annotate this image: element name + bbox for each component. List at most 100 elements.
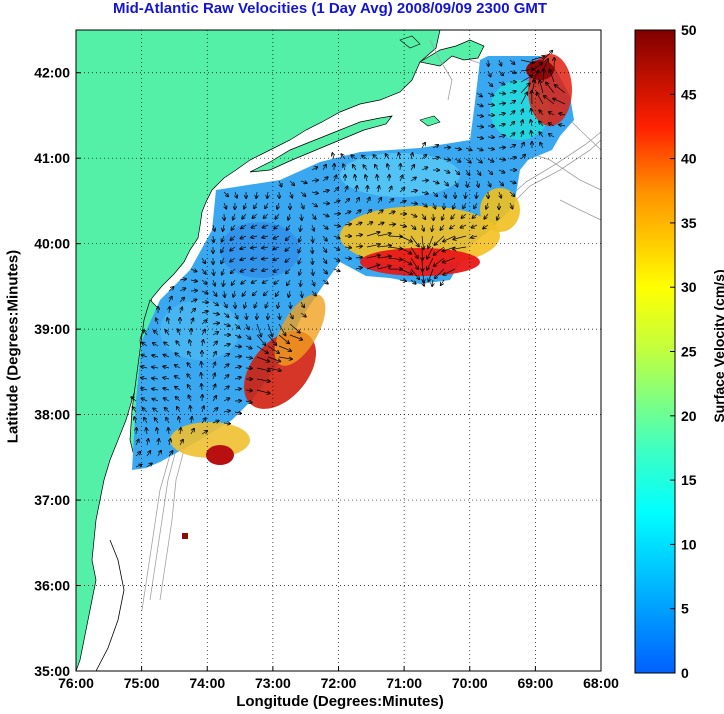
- velocity-arrow: [410, 224, 415, 229]
- velocity-arrow: [252, 225, 258, 228]
- velocity-arrow: [311, 213, 316, 219]
- velocity-arrow: [520, 59, 534, 63]
- velocity-arrow: [223, 312, 229, 317]
- velocity-arrow: [366, 255, 380, 259]
- velocity-arrow: [230, 257, 236, 262]
- velocity-arrow: [311, 180, 318, 181]
- velocity-arrow: [355, 267, 362, 269]
- velocity-arrow: [461, 225, 467, 228]
- velocity-arrow: [235, 191, 237, 198]
- velocity-arrow: [483, 224, 489, 229]
- velocity-arrow: [421, 155, 426, 160]
- velocity-arrow: [201, 362, 202, 369]
- velocity-arrow: [146, 451, 150, 457]
- x-tick-label: 75:00: [124, 675, 160, 691]
- velocity-arrow: [300, 301, 304, 307]
- velocity-arrow: [288, 213, 290, 220]
- velocity-arrow: [213, 235, 214, 242]
- speed-patch: [182, 533, 188, 539]
- velocity-arrow: [509, 111, 515, 116]
- velocity-arrow: [240, 258, 247, 260]
- velocity-arrow: [300, 181, 307, 183]
- velocity-arrow: [399, 268, 412, 274]
- velocity-arrow: [353, 165, 357, 171]
- velocity-arrow: [520, 76, 532, 83]
- velocity-arrow: [141, 378, 148, 379]
- velocity-arrow: [212, 342, 217, 347]
- velocity-arrow: [245, 334, 250, 339]
- velocity-arrow: [223, 344, 230, 346]
- velocity-arrow: [288, 290, 290, 297]
- velocity-arrow: [454, 169, 459, 174]
- velocity-arrow: [274, 279, 280, 284]
- velocity-arrow: [179, 417, 180, 424]
- velocity-arrow: [157, 451, 161, 457]
- velocity-arrow: [375, 165, 379, 171]
- y-tick-label: 36:00: [34, 578, 70, 594]
- velocity-arrow: [333, 247, 339, 250]
- velocity-arrow: [474, 202, 477, 208]
- velocity-arrow: [234, 335, 240, 337]
- land-long-island: [249, 115, 393, 173]
- velocity-arrow: [191, 417, 192, 424]
- x-tick-label: 76:00: [58, 675, 94, 691]
- velocity-arrow: [156, 318, 158, 325]
- velocity-arrow: [432, 279, 433, 286]
- velocity-arrow: [543, 69, 544, 83]
- colorbar-tick-label: 25: [681, 344, 697, 360]
- velocity-arrow: [484, 213, 489, 219]
- land-island-north: [399, 35, 421, 49]
- velocity-arrow: [232, 279, 236, 285]
- velocity-arrow: [212, 313, 219, 314]
- velocity-arrow: [388, 247, 402, 249]
- velocity-arrow: [312, 224, 314, 231]
- velocity-arrow: [142, 408, 148, 413]
- velocity-arrow: [559, 113, 566, 115]
- colorbar-tick-label: 0: [681, 665, 689, 681]
- velocity-arrow: [539, 121, 544, 127]
- land-marthas-vineyard: [419, 115, 441, 127]
- velocity-arrow: [540, 80, 544, 94]
- velocity-arrow: [188, 385, 192, 391]
- velocity-arrow: [231, 235, 236, 240]
- y-tick-label: 35:00: [34, 663, 70, 679]
- velocity-arrow: [252, 280, 258, 283]
- velocity-arrow: [180, 428, 181, 435]
- velocity-arrow: [429, 268, 434, 281]
- velocity-arrow: [487, 81, 492, 86]
- velocity-arrow: [286, 235, 291, 240]
- velocity-arrow: [509, 59, 514, 64]
- x-tick-label: 71:00: [386, 675, 422, 691]
- velocity-arrow: [498, 93, 505, 94]
- velocity-arrow: [487, 169, 492, 174]
- speed-patch: [360, 248, 480, 276]
- velocity-arrow: [153, 408, 159, 413]
- velocity-arrow: [267, 191, 268, 198]
- velocity-arrow: [520, 69, 534, 71]
- velocity-arrow: [175, 387, 181, 391]
- velocity-arrow: [241, 279, 247, 284]
- y-tick-label: 40:00: [34, 236, 70, 252]
- velocity-arrow: [550, 70, 555, 83]
- velocity-arrow: [285, 257, 291, 262]
- velocity-arrow: [555, 85, 566, 94]
- velocity-arrow: [388, 212, 394, 214]
- y-tick-label: 39:00: [34, 321, 70, 337]
- velocity-arrow: [201, 279, 207, 284]
- velocity-arrow: [285, 246, 291, 251]
- velocity-arrow: [509, 133, 515, 138]
- colorbar-tick-label: 35: [681, 215, 697, 231]
- velocity-arrow: [432, 224, 433, 231]
- velocity-arrow: [234, 389, 241, 390]
- velocity-arrow: [164, 355, 170, 357]
- velocity-arrow: [262, 247, 269, 248]
- velocity-arrow: [223, 354, 229, 358]
- velocity-arrow: [234, 356, 241, 357]
- velocity-arrow: [152, 355, 159, 357]
- velocity-arrow: [344, 199, 349, 204]
- velocity-arrow: [521, 120, 523, 127]
- velocity-arrow: [134, 417, 136, 424]
- velocity-arrow: [213, 224, 215, 231]
- velocity-arrow: [373, 155, 379, 160]
